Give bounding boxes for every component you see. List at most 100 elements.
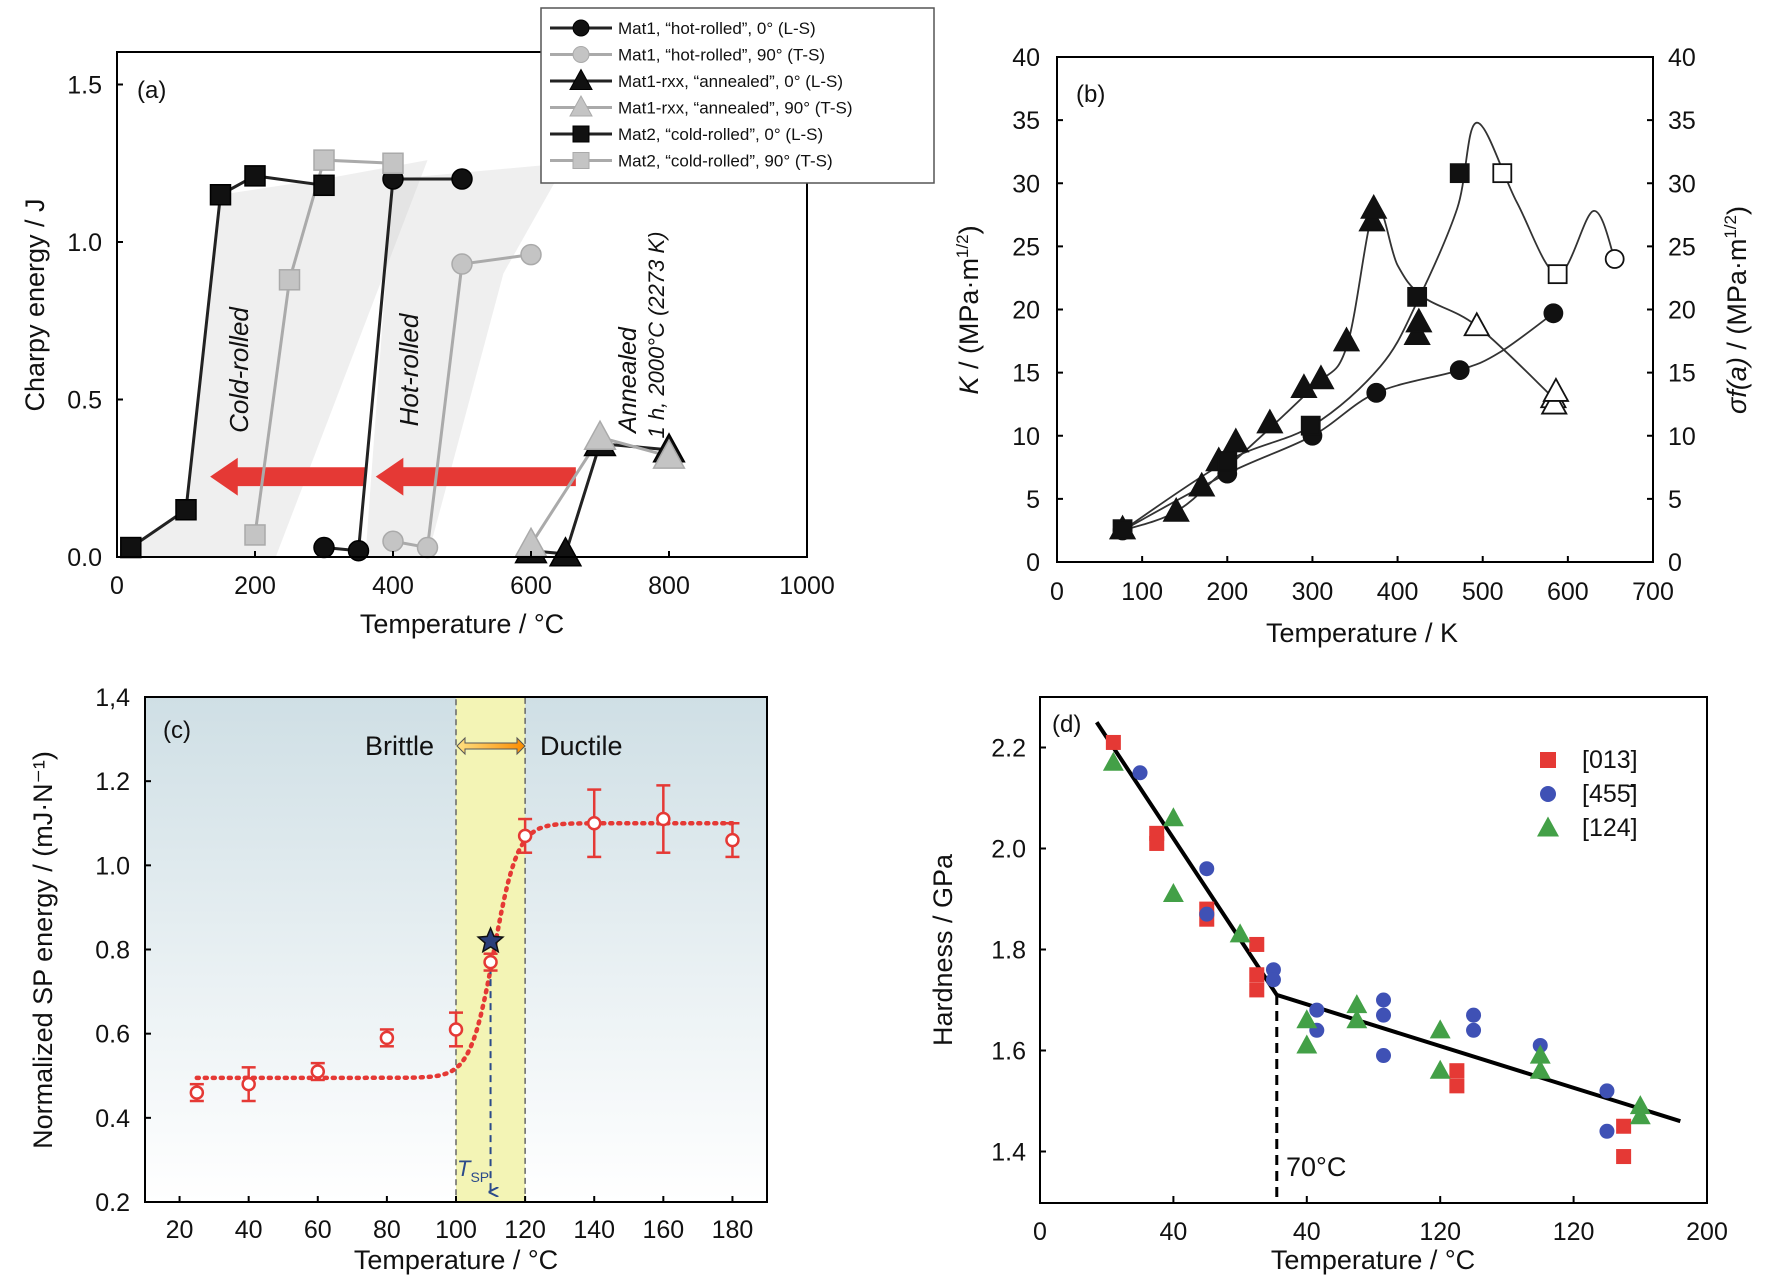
d-series-0-point-9 [1449, 1078, 1465, 1094]
x-tick-label: 140 [573, 1216, 615, 1244]
panel-c-xlabel: Temperature / °C [354, 1245, 558, 1275]
x-tick-label: 100 [1121, 578, 1163, 606]
b-series-5-point-1 [1547, 264, 1568, 285]
d-series-2-point-4 [1296, 1009, 1318, 1029]
label-tsp: TSP [457, 1156, 489, 1185]
y-tick-label: 40 [1012, 44, 1040, 72]
panel-c-label: (c) [163, 717, 191, 744]
d-series-1-point-1 [1199, 861, 1215, 877]
d-series-2-point-12 [1629, 1095, 1651, 1115]
x-tick-label: 0 [1050, 578, 1064, 606]
d-series-0-point-5 [1249, 936, 1265, 952]
b-series-4-point-3 [1407, 286, 1428, 307]
d-series-2-point-5 [1296, 1034, 1318, 1054]
sigmoid-fit [194, 821, 735, 1081]
x-tick-label: 600 [1547, 578, 1589, 606]
b-series-2-point-4 [1222, 427, 1250, 453]
y-tick-label: 35 [1012, 107, 1040, 135]
b-series-0-point-3 [1366, 382, 1387, 403]
x-tick-label: 180 [712, 1216, 754, 1244]
legend-marker-0 [572, 19, 590, 37]
x-tick-label: 600 [510, 572, 552, 600]
knee-label: 70°C [1286, 1152, 1346, 1182]
panel-c-ticks: 20 40 60 80 100 120 140 160 180 0.2 0.4 0.6 0.8 1.0 1.… [95, 684, 753, 1244]
panel-b-label: (b) [1076, 81, 1105, 108]
d-series-2-point-1 [1162, 807, 1184, 827]
legend-marker-0 [1540, 752, 1556, 768]
y-tick-label: 25 [1012, 233, 1040, 261]
shift-arrow-left [210, 457, 366, 496]
y-tick-label: 2.0 [991, 836, 1026, 864]
x-tick-label: 40 [235, 1216, 263, 1244]
y-tick-label-right: 25 [1668, 233, 1696, 261]
x-tick-label: 40 [1293, 1218, 1321, 1246]
legend-marker-1 [1540, 786, 1556, 802]
y-tick-label: 1.0 [67, 229, 102, 257]
y-tick-label: 1.4 [991, 1139, 1026, 1167]
y-tick-label: 1.8 [991, 937, 1026, 965]
legend-marker-5 [572, 152, 590, 169]
series-5-point-1 [278, 269, 301, 291]
d-series-1-point-7 [1376, 992, 1392, 1008]
shift-arrow-right [375, 457, 576, 496]
x-tick-label: 120 [1419, 1218, 1461, 1246]
data-point-9 [725, 832, 740, 848]
series-line-1 [392, 253, 532, 550]
legend-label-0: [013] [1582, 746, 1638, 774]
y-tick-label: 1.6 [991, 1038, 1026, 1066]
x-tick-label: 120 [1553, 1218, 1595, 1246]
data-point-8 [656, 811, 671, 827]
y-tick-label: 0.8 [95, 937, 130, 965]
legend-marker-4 [572, 125, 590, 143]
b-series-4-point-4 [1449, 163, 1470, 184]
series-5-point-3 [382, 152, 404, 174]
series-1-point-1 [416, 536, 439, 559]
x-tick-label: 120 [504, 1216, 546, 1244]
panel-d-ticks: 0 40 40 120 120 200 1.4 1.6 1.8 2.0 2.2 [991, 735, 1728, 1247]
y-tick-label: 1.5 [67, 72, 102, 100]
d-series-2-point-9 [1429, 1059, 1451, 1079]
panel-a-legend: Mat1, “hot-rolled”, 0° (L-S) Mat1, “hot-r… [540, 7, 935, 184]
d-series-1-point-13 [1599, 1083, 1615, 1099]
y-tick-label: 30 [1012, 170, 1040, 198]
data-point-5 [483, 954, 498, 970]
series-5-point-2 [313, 149, 335, 171]
d-series-2-point-7 [1346, 1009, 1368, 1029]
x-tick-label: 200 [234, 572, 276, 600]
series-1-point-3 [520, 243, 542, 266]
x-tick-label: 100 [435, 1216, 477, 1244]
annotation-cold-rolled: Cold-rolled [224, 306, 254, 433]
d-series-2-point-8 [1429, 1019, 1451, 1039]
b-series-2-point-11 [1403, 320, 1431, 346]
x-tick-label: 0 [1033, 1218, 1047, 1246]
legend-marker-2 [569, 68, 593, 90]
y-tick-label: 1.2 [95, 768, 130, 796]
b-series-2-point-8 [1332, 326, 1361, 352]
b-series-3-point-3 [1542, 377, 1570, 402]
series-0-point-1 [347, 539, 370, 562]
b-series-2-point-12 [1405, 307, 1433, 333]
y-tick-label: 0 [1026, 549, 1040, 577]
x-tick-label: 60 [304, 1216, 332, 1244]
panel-d-ylabel: Hardness / GPa [928, 853, 958, 1046]
shade-hot-rolled [324, 163, 566, 557]
d-series-1-point-4 [1265, 972, 1281, 988]
series-2-point-1 [548, 536, 583, 567]
legend-box [540, 7, 935, 184]
annotation-anneal-condition: 1 h, 2000°C (2273 K) [644, 232, 669, 439]
x-tick-label: 500 [1462, 578, 1504, 606]
d-series-1-point-9 [1376, 1048, 1392, 1064]
x-tick-label: 200 [1206, 578, 1248, 606]
y-tick-label: 0.6 [95, 1021, 130, 1049]
legend-label-2: Mat1-rxx, “annealed”, 0° (L-S) [618, 72, 843, 91]
data-point-0 [189, 1085, 205, 1100]
x-tick-label: 300 [1292, 578, 1334, 606]
shade-cold-rolled [117, 160, 428, 557]
legend-marker-2 [1537, 816, 1559, 837]
data-point-2 [310, 1064, 326, 1079]
b-series-4-point-1 [1217, 451, 1238, 471]
series-line-0 [323, 177, 462, 553]
trend-curve-0 [1122, 205, 1555, 532]
d-series-2-point-13 [1629, 1105, 1651, 1125]
legend-label-1: Mat1, “hot-rolled”, 90° (T-S) [618, 46, 825, 65]
